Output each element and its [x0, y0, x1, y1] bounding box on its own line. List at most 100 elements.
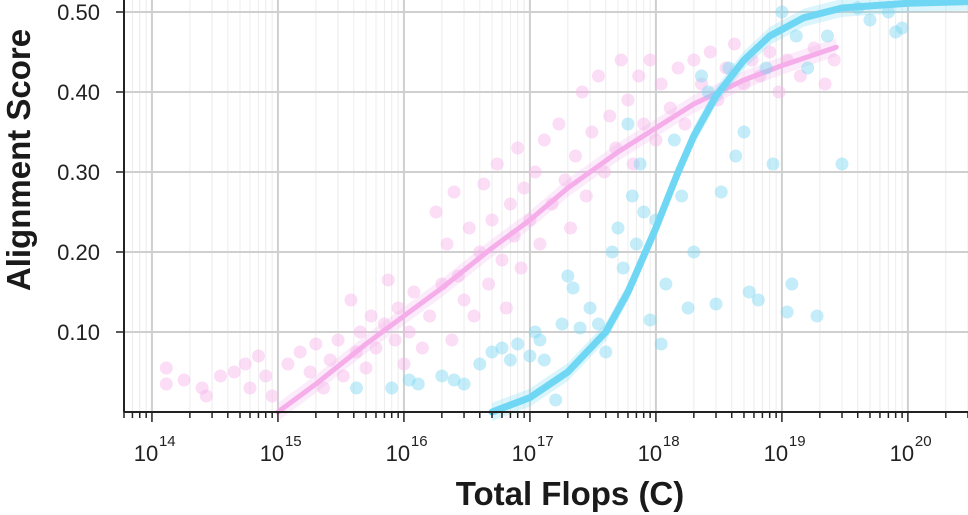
data-point	[681, 301, 695, 315]
data-point	[473, 357, 487, 371]
data-point	[583, 301, 597, 315]
data-point	[678, 117, 692, 131]
data-point	[820, 29, 834, 43]
data-point	[317, 381, 331, 395]
data-point	[611, 221, 625, 235]
grid	[123, 0, 968, 412]
data-point	[259, 369, 273, 383]
data-point	[447, 185, 461, 199]
data-point	[359, 361, 373, 375]
data-point	[485, 345, 499, 359]
data-point	[344, 293, 358, 307]
data-point	[349, 381, 363, 395]
data-point	[654, 77, 668, 91]
data-point	[353, 325, 367, 339]
x-tick-label: 10	[134, 441, 158, 466]
x-axis-label: Total Flops (C)	[456, 475, 685, 512]
data-point	[391, 301, 405, 315]
data-point	[309, 337, 323, 351]
axes	[123, 0, 968, 413]
data-point	[533, 333, 547, 347]
data-point	[591, 69, 605, 83]
data-point	[703, 45, 717, 59]
data-point	[482, 277, 496, 291]
data-point	[687, 53, 701, 67]
data-point	[435, 369, 449, 383]
data-point	[637, 117, 651, 131]
x-tick-label: 10	[890, 441, 914, 466]
data-point	[281, 357, 295, 371]
data-point	[835, 157, 849, 171]
x-tick-exponent: 18	[663, 433, 680, 450]
data-point	[621, 93, 635, 107]
data-point	[599, 345, 613, 359]
x-tick-label: 10	[764, 441, 788, 466]
data-point	[575, 85, 589, 99]
data-point	[701, 85, 715, 99]
data-point	[397, 357, 411, 371]
data-point	[445, 333, 459, 347]
data-point	[603, 109, 617, 123]
x-tick-exponent: 17	[537, 433, 554, 450]
data-point	[801, 61, 815, 75]
data-point	[511, 141, 525, 155]
y-axis-ticks: 0.10 0.20 0.30 0.40 0.50	[57, 0, 124, 345]
data-point	[517, 181, 531, 195]
y-axis-label: Alignment Score	[0, 29, 37, 291]
data-point	[411, 377, 425, 391]
data-point	[558, 173, 572, 187]
data-point	[591, 317, 605, 331]
y-tick-label: 0.30	[57, 160, 100, 185]
data-point	[785, 277, 799, 291]
x-tick-exponent: 19	[789, 433, 806, 450]
data-point	[467, 309, 481, 323]
x-tick-label: 10	[638, 441, 662, 466]
data-point	[528, 325, 542, 339]
data-point	[763, 45, 777, 59]
data-point	[573, 321, 587, 335]
data-point	[485, 213, 499, 227]
data-point	[457, 293, 471, 307]
data-point	[793, 69, 807, 83]
data-point	[177, 373, 191, 387]
data-point	[523, 349, 537, 363]
data-point	[533, 237, 547, 251]
data-point	[789, 29, 803, 43]
data-point	[625, 189, 639, 203]
data-point	[490, 157, 504, 171]
x-tick-exponent: 20	[915, 433, 932, 450]
data-point	[621, 117, 635, 131]
data-point	[514, 261, 528, 275]
data-point	[336, 369, 350, 383]
data-point	[440, 237, 454, 251]
data-point	[537, 133, 551, 147]
data-point	[719, 61, 733, 75]
data-point	[729, 149, 743, 163]
data-point	[323, 353, 337, 367]
data-point	[552, 117, 566, 131]
data-point	[633, 157, 647, 171]
data-point	[477, 177, 491, 191]
data-point	[632, 69, 646, 83]
data-point	[667, 133, 681, 147]
data-point	[818, 77, 832, 91]
data-point	[605, 245, 619, 259]
data-point	[863, 13, 877, 27]
data-point	[381, 273, 395, 287]
data-point	[429, 205, 443, 219]
data-point	[511, 337, 525, 351]
data-point	[895, 21, 909, 35]
data-point	[537, 353, 551, 367]
data-point	[495, 341, 509, 355]
data-point	[499, 301, 513, 315]
data-point	[402, 373, 416, 387]
data-point	[159, 377, 173, 391]
data-point	[388, 333, 402, 347]
x-axis-ticks: 10 14 10 15 10 16 10 17 10 18 10 19 10 20	[123, 412, 968, 466]
data-point	[213, 369, 227, 383]
data-point	[199, 389, 213, 403]
data-point	[423, 309, 437, 323]
data-point	[597, 165, 611, 179]
data-point	[251, 349, 265, 363]
